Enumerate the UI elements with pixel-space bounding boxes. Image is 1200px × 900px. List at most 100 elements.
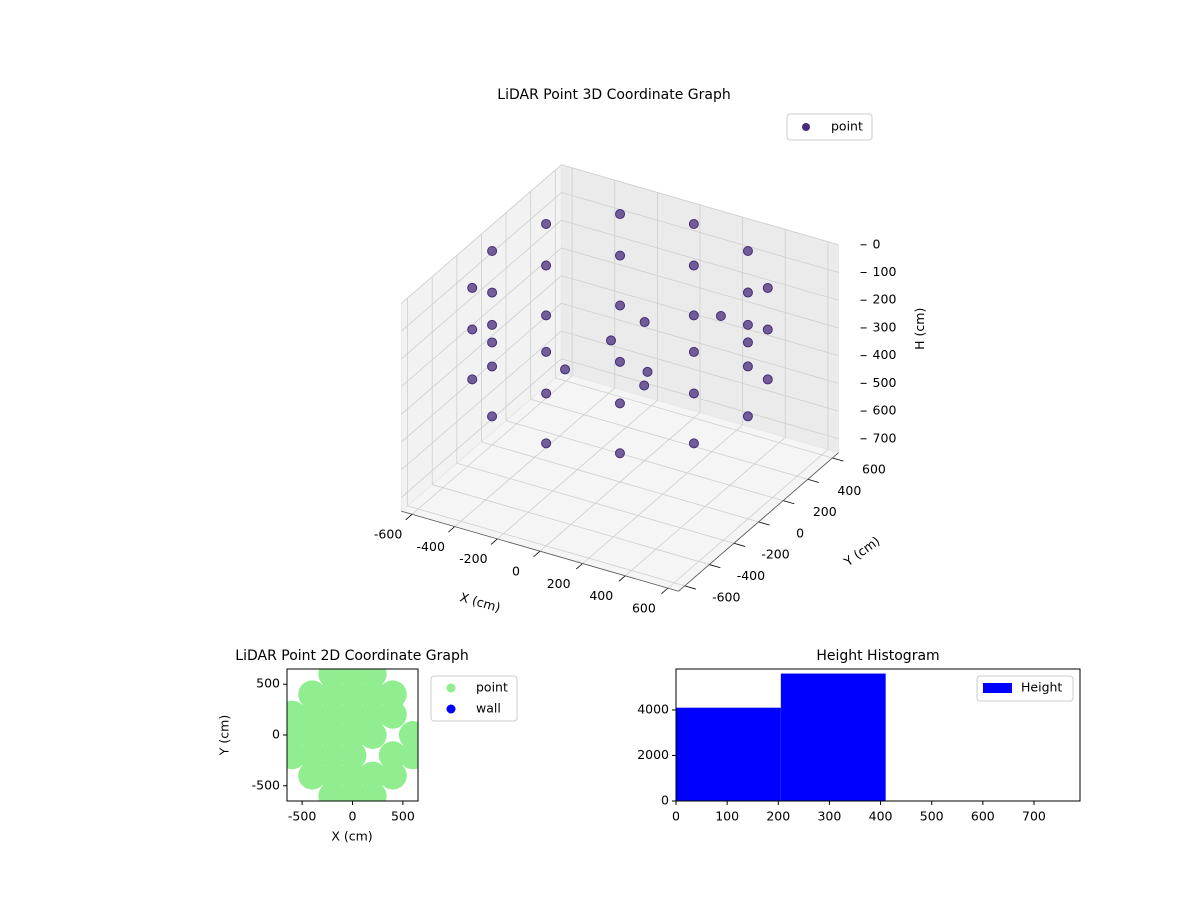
y-tick-label: 2000 [637, 747, 669, 762]
x-tick-label: 700 [1022, 809, 1046, 824]
point [762, 324, 773, 335]
legend-marker [446, 704, 456, 714]
point [338, 680, 367, 709]
point [642, 366, 653, 377]
point [688, 218, 699, 229]
y-tick-label: -600 [712, 589, 740, 604]
point [318, 700, 347, 729]
point [560, 364, 571, 375]
point [639, 380, 650, 391]
x-tick-label: 400 [869, 809, 893, 824]
z-tick-label: 0 [873, 236, 881, 251]
tick-mark [807, 478, 819, 483]
x-tick-label: 500 [920, 809, 944, 824]
tick-mark [533, 550, 541, 558]
point [541, 346, 552, 357]
x-tick-label: 200 [766, 809, 790, 824]
legend-marker [983, 683, 1012, 693]
y-tick-label: -400 [737, 568, 765, 583]
point [467, 374, 478, 385]
point [688, 310, 699, 321]
x-tick-label: 0 [349, 809, 357, 824]
point [541, 218, 552, 229]
point [487, 246, 498, 257]
point [742, 337, 753, 348]
legend-marker [446, 683, 456, 693]
y-tick-label: -500 [252, 777, 280, 792]
legend-label: point [476, 680, 508, 695]
point [358, 721, 387, 749]
point [298, 700, 327, 729]
grid-line [555, 377, 833, 459]
grid-line [401, 164, 562, 304]
point [338, 741, 367, 770]
tick-mark [405, 513, 413, 521]
bar [780, 673, 886, 801]
x-tick-label: 400 [589, 588, 613, 603]
point [298, 721, 327, 749]
z-tick-label: 100 [873, 264, 897, 279]
point [615, 209, 626, 220]
x-tick-label: 100 [715, 809, 739, 824]
point [358, 781, 387, 801]
tick-mark [684, 585, 696, 590]
point [688, 438, 699, 449]
point [688, 346, 699, 357]
point [378, 700, 407, 729]
x-tick-label: 600 [632, 600, 656, 615]
point [338, 721, 367, 749]
x-tick-label: 200 [547, 576, 571, 591]
z-tick-label: 500 [873, 375, 897, 390]
chart-title: LiDAR Point 2D Coordinate Graph [235, 648, 468, 664]
point [318, 761, 347, 790]
point [358, 680, 387, 709]
tick-mark [490, 538, 498, 545]
x-axis-label: X (cm) [458, 589, 502, 615]
point [318, 741, 347, 770]
legend-box [430, 675, 518, 722]
point [487, 319, 498, 330]
point [378, 761, 407, 790]
grid-line [401, 192, 562, 332]
y-tick-label: 500 [256, 676, 280, 691]
tick-mark [733, 542, 746, 547]
tick-mark [832, 457, 844, 462]
point [605, 335, 616, 346]
point [615, 250, 626, 261]
point [287, 700, 307, 729]
z-axis-label: H (cm) [912, 308, 927, 350]
tick-mark [575, 563, 583, 570]
point [487, 411, 498, 422]
x-tick-label: 0 [512, 563, 520, 578]
tick-mark [448, 526, 455, 533]
grid-line [561, 192, 839, 273]
x-tick-label: -400 [417, 539, 445, 554]
grid-line [561, 219, 839, 301]
grid-line [561, 302, 839, 384]
point [614, 356, 625, 367]
y-tick-label: 200 [813, 504, 837, 519]
point [338, 700, 367, 729]
z-tick-label: 300 [873, 319, 897, 334]
tick-mark [618, 575, 626, 582]
point [615, 300, 626, 311]
x-axis-line [401, 510, 679, 592]
grid-line [407, 505, 685, 587]
point [541, 438, 552, 449]
tick-mark [709, 564, 721, 569]
point [742, 319, 753, 330]
point [742, 411, 753, 422]
point [318, 680, 347, 709]
grid-line [401, 303, 562, 443]
point [639, 317, 650, 328]
tick-mark [661, 587, 669, 594]
point [614, 398, 625, 409]
point [467, 282, 478, 293]
y-axis-line [678, 452, 839, 592]
legend-box [976, 675, 1074, 702]
point [742, 361, 753, 372]
point [742, 245, 753, 256]
grid-line [561, 330, 839, 412]
legend-marker [802, 123, 810, 131]
